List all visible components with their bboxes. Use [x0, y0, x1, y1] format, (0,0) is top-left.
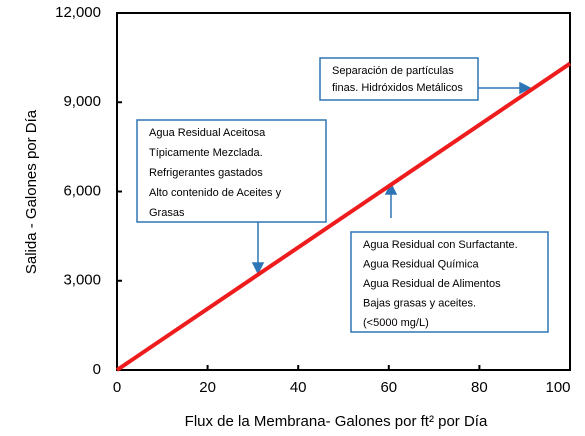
x-tick-label: 100 [545, 379, 570, 396]
annotation-text: Bajas grasas y aceites. [363, 297, 476, 309]
y-tick-label: 12,000 [55, 4, 101, 21]
annotation-arrows [251, 81, 532, 275]
annotation-text: (<5000 mg/L) [363, 317, 429, 329]
y-tick-label: 0 [93, 361, 101, 378]
annotation-box [136, 119, 327, 223]
x-tick-label: 20 [199, 379, 216, 396]
x-tick-label: 0 [113, 379, 121, 396]
x-axis-label: Flux de la Membrana- Galones por ft² por… [185, 413, 488, 430]
y-tick-label: 3,000 [63, 272, 101, 289]
annotation-text: Agua Residual de Alimentos [363, 278, 501, 290]
annotation-text: Separación de partículas [332, 65, 454, 77]
annotation-text: Agua Residual Química [363, 258, 479, 270]
y-tick-label: 6,000 [63, 182, 101, 199]
annotation-text: Agua Residual con Surfactante. [363, 239, 518, 251]
annotation-box [350, 231, 549, 333]
annotation-text: Agua Residual Aceitosa [149, 127, 266, 139]
annotation-box [319, 57, 479, 101]
annotation-text: Alto contenido de Aceites y [149, 187, 282, 199]
data-line [115, 61, 572, 372]
y-tick-label: 9,000 [63, 93, 101, 110]
annotation-text: Típicamente Mezclada. [149, 147, 263, 159]
x-tick-label: 40 [290, 379, 307, 396]
x-tick-label: 60 [380, 379, 397, 396]
annotation-text: Grasas [149, 207, 185, 219]
annotation-text: Refrigerantes gastados [149, 167, 263, 179]
x-tick-label: 80 [471, 379, 488, 396]
annotation-text: finas. Hidróxidos Metálicos [332, 82, 463, 94]
y-axis-label: Salida - Galones por Día [23, 109, 40, 274]
